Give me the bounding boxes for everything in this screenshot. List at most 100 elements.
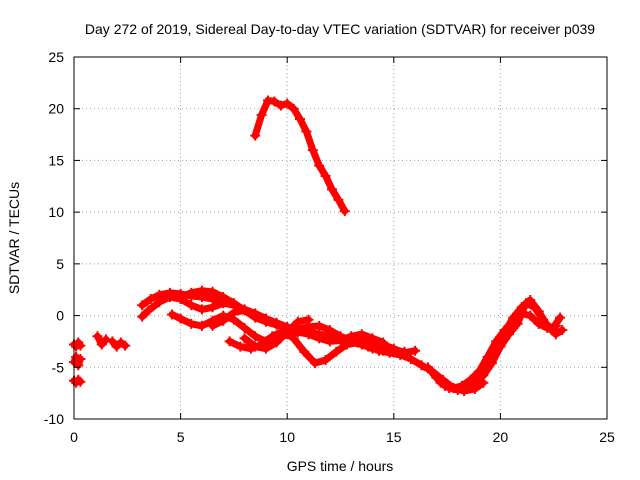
x-tick-label: 0 <box>70 429 78 445</box>
data-point <box>482 351 493 362</box>
data-series-track-10 <box>250 95 350 217</box>
data-point <box>478 370 489 381</box>
data-point <box>508 312 519 323</box>
x-tick-label: 15 <box>386 429 402 445</box>
data-point <box>154 297 165 308</box>
data-point <box>75 340 86 351</box>
data-point <box>307 145 318 156</box>
data-point <box>175 291 186 302</box>
data-point <box>92 331 103 342</box>
data-point <box>525 295 536 306</box>
data-series-track-9 <box>239 314 314 354</box>
data-point <box>395 349 406 360</box>
y-tick-label: -5 <box>52 359 65 375</box>
data-point <box>452 385 463 396</box>
data-point <box>207 320 218 331</box>
data-point <box>427 367 438 378</box>
data-point <box>341 339 352 350</box>
data-point <box>269 96 280 107</box>
data-point <box>292 316 303 327</box>
data-point <box>75 354 86 365</box>
data-point <box>512 318 523 329</box>
x-tick-label: 20 <box>493 429 509 445</box>
data-point <box>339 206 350 217</box>
data-point <box>416 360 427 371</box>
data-point <box>282 327 293 338</box>
series-layer <box>69 95 568 397</box>
data-point <box>239 322 250 333</box>
data-point <box>271 318 282 329</box>
data-point <box>75 376 86 387</box>
x-tick-label: 10 <box>279 429 295 445</box>
data-point <box>333 194 344 205</box>
data-point <box>557 325 568 336</box>
data-series-track-2 <box>107 336 131 352</box>
data-point <box>250 341 261 352</box>
data-point <box>250 130 261 141</box>
data-point <box>542 320 553 331</box>
data-point <box>410 345 421 356</box>
data-series-track-0a <box>69 337 86 352</box>
y-tick-label: 0 <box>56 308 64 324</box>
data-point <box>384 347 395 358</box>
grid <box>74 57 607 419</box>
data-point <box>228 307 239 318</box>
data-point <box>275 100 286 111</box>
data-point <box>320 170 331 181</box>
data-point <box>145 294 156 305</box>
data-point <box>196 320 207 331</box>
data-point <box>444 382 455 393</box>
data-point <box>352 337 363 348</box>
y-tick-label: 25 <box>48 49 64 65</box>
data-series-track-0c <box>69 374 86 388</box>
data-point <box>314 320 325 331</box>
y-tick-label: 10 <box>48 204 64 220</box>
data-point <box>73 360 84 371</box>
data-point <box>196 304 207 315</box>
y-tick-label: -10 <box>44 411 64 427</box>
data-point <box>469 377 480 388</box>
y-axis-title: SDTVAR / TECUs <box>6 182 22 294</box>
data-point <box>267 331 278 342</box>
data-point <box>218 315 229 326</box>
data-point <box>228 298 239 309</box>
data-point <box>239 305 250 316</box>
data-point <box>320 355 331 366</box>
data-point <box>288 333 299 344</box>
data-point <box>260 313 271 324</box>
data-point <box>363 341 374 352</box>
data-point <box>263 95 274 106</box>
data-point <box>461 382 472 393</box>
data-point <box>326 184 337 195</box>
data-point <box>250 331 261 342</box>
chart-title: Day 272 of 2019, Sidereal Day-to-day VTE… <box>85 21 595 37</box>
data-point <box>525 310 536 321</box>
data-series-track-13 <box>491 295 568 354</box>
data-point <box>235 341 246 352</box>
data-point <box>435 377 446 388</box>
data-point <box>196 285 207 296</box>
data-point <box>120 340 131 351</box>
data-point <box>218 291 229 302</box>
ticks: 0 5 10 15 20 25 -10 -5 0 5 10 15 20 25 <box>44 49 615 445</box>
data-series-track-1 <box>92 331 111 350</box>
data-point <box>271 337 282 348</box>
y-tick-label: 15 <box>48 152 64 168</box>
data-point <box>260 343 271 354</box>
y-tick-label: 20 <box>48 101 64 117</box>
data-point <box>96 339 107 350</box>
data-point <box>303 314 314 325</box>
data-point <box>309 358 320 369</box>
data-point <box>373 345 384 356</box>
data-point <box>324 325 335 336</box>
data-point <box>186 318 197 329</box>
data-point <box>167 309 178 320</box>
data-point <box>137 311 148 322</box>
x-tick-label: 5 <box>177 429 185 445</box>
data-point <box>288 103 299 114</box>
data-point <box>175 313 186 324</box>
series-line <box>108 337 129 351</box>
data-point <box>299 346 310 357</box>
series-line <box>138 293 238 321</box>
